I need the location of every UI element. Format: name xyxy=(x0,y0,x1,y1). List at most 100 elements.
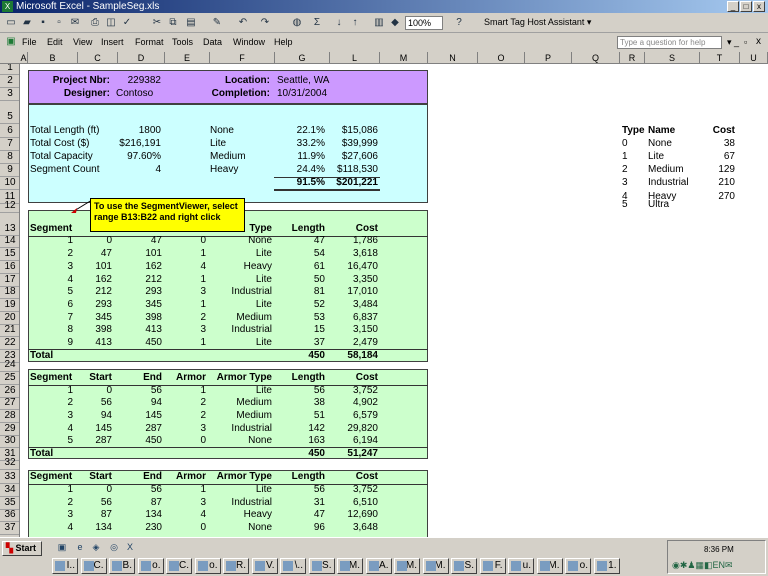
hyperlink-icon[interactable]: ◍ xyxy=(292,17,302,28)
row-header-7[interactable]: 7 xyxy=(0,138,19,151)
menu-view[interactable]: View xyxy=(73,37,93,47)
comment-box[interactable]: To use the SegmentViewer, select range B… xyxy=(90,198,245,232)
menu-window[interactable]: Window xyxy=(233,37,266,47)
taskbar-button[interactable]: A. xyxy=(365,558,392,574)
menu-format[interactable]: Format xyxy=(135,37,164,47)
taskbar-button[interactable]: M. xyxy=(422,558,449,574)
autosum-icon[interactable]: Σ xyxy=(313,17,321,28)
help-search-input[interactable]: Type a question for help xyxy=(617,36,722,49)
menu-help[interactable]: Help xyxy=(274,37,293,47)
row-header-36[interactable]: 36 xyxy=(0,509,19,522)
print-icon[interactable]: ⎙ xyxy=(91,17,99,28)
taskbar-button[interactable]: o. xyxy=(194,558,221,574)
menu-file[interactable]: File xyxy=(22,37,37,47)
menu-tools[interactable]: Tools xyxy=(172,37,194,47)
row-header-10[interactable]: 10 xyxy=(0,177,19,190)
row-header-32[interactable]: 32 xyxy=(0,457,19,470)
row-header-5[interactable]: 5 xyxy=(0,111,19,124)
row-header-13[interactable]: 13 xyxy=(0,223,19,236)
row-header-35[interactable]: 35 xyxy=(0,497,19,510)
column-header-L[interactable]: L xyxy=(330,52,380,64)
permission-icon[interactable]: ▫ xyxy=(57,17,61,28)
taskbar-button[interactable]: F. xyxy=(479,558,506,574)
column-header-N[interactable]: N xyxy=(428,52,478,64)
show-desktop-icon[interactable]: ▣ xyxy=(57,542,67,552)
outlook-icon[interactable]: ◈ xyxy=(92,542,100,552)
row-header-25[interactable]: 25 xyxy=(0,372,19,385)
row-header-28[interactable]: 28 xyxy=(0,410,19,423)
row-header-29[interactable]: 29 xyxy=(0,423,19,436)
row-header-18[interactable]: 18 xyxy=(0,286,19,299)
column-header-O[interactable]: O xyxy=(478,52,525,64)
open-icon[interactable]: ▰ xyxy=(23,17,31,28)
print-preview-icon[interactable]: ◫ xyxy=(106,17,116,28)
spelling-icon[interactable]: ✓ xyxy=(122,17,132,28)
copy-icon[interactable]: ⧉ xyxy=(169,17,177,28)
row-header-11[interactable]: 11 xyxy=(0,191,19,204)
save-icon[interactable]: ▪ xyxy=(41,17,45,28)
column-header-B[interactable]: B xyxy=(28,52,78,64)
taskbar-button[interactable]: S. xyxy=(451,558,477,574)
column-header-Q[interactable]: Q xyxy=(572,52,620,64)
column-header-A[interactable]: A xyxy=(20,52,28,64)
doc-minimize-button[interactable]: ▾ _ xyxy=(727,37,740,47)
taskbar-button[interactable]: M. xyxy=(536,558,563,574)
row-header-14[interactable]: 14 xyxy=(0,235,19,248)
undo-icon[interactable]: ↶ xyxy=(238,17,248,28)
row-header-3[interactable]: 3 xyxy=(0,88,19,101)
taskbar-button[interactable]: o. xyxy=(137,558,164,574)
row-header-17[interactable]: 17 xyxy=(0,274,19,287)
new-icon[interactable]: ▭ xyxy=(6,17,16,28)
taskbar-button[interactable]: M. xyxy=(394,558,420,574)
media-icon[interactable]: ◎ xyxy=(110,542,118,552)
chart-wizard-icon[interactable]: ▥ xyxy=(374,17,384,28)
taskbar-button[interactable]: 1. xyxy=(593,558,620,574)
row-header-9[interactable]: 9 xyxy=(0,164,19,177)
row-header-21[interactable]: 21 xyxy=(0,324,19,337)
row-header-30[interactable]: 30 xyxy=(0,435,19,448)
internet-explorer-icon[interactable]: e xyxy=(77,542,83,552)
tray-icons[interactable]: ◉✱♟▦◧EN✉ xyxy=(672,560,733,570)
zoom-dropdown[interactable]: 100% xyxy=(405,16,443,30)
column-header-S[interactable]: S xyxy=(645,52,700,64)
row-header-22[interactable]: 22 xyxy=(0,337,19,350)
maximize-button[interactable]: □ xyxy=(740,1,752,12)
worksheet[interactable]: Project Nbr: 229382 Designer: Contoso Locati… xyxy=(20,64,768,537)
row-header-16[interactable]: 16 xyxy=(0,261,19,274)
taskbar-button[interactable]: M. xyxy=(337,558,363,574)
taskbar-button[interactable]: S. xyxy=(308,558,335,574)
minimize-button[interactable]: _ xyxy=(727,1,739,12)
row-header-34[interactable]: 34 xyxy=(0,484,19,497)
menu-edit[interactable]: Edit xyxy=(47,37,63,47)
column-header-G[interactable]: G xyxy=(275,52,330,64)
excel-quicklaunch-icon[interactable]: X xyxy=(126,542,133,552)
menu-data[interactable]: Data xyxy=(203,37,223,47)
close-button[interactable]: x xyxy=(753,1,765,12)
taskbar-button[interactable]: \.. xyxy=(280,558,306,574)
column-header-T[interactable]: T xyxy=(700,52,740,64)
row-header-37[interactable]: 37 xyxy=(0,522,19,535)
menu-insert[interactable]: Insert xyxy=(101,37,124,47)
taskbar-button[interactable]: C. xyxy=(80,558,107,574)
row-header-19[interactable]: 19 xyxy=(0,299,19,312)
workbook-icon[interactable]: ▣ xyxy=(6,36,16,47)
smart-tag-host-assistant[interactable]: Smart Tag Host Assistant ▾ xyxy=(484,17,592,27)
row-header-24[interactable]: 24 xyxy=(0,359,19,372)
taskbar-button[interactable]: I.. xyxy=(52,558,78,574)
row-header-1[interactable]: 1 xyxy=(0,64,19,75)
column-header-E[interactable]: E xyxy=(165,52,210,64)
drawing-icon[interactable]: ◆ xyxy=(391,17,399,28)
sort-descending-icon[interactable]: ↑ xyxy=(352,17,358,28)
column-header-R[interactable]: R xyxy=(620,52,645,64)
taskbar-button[interactable]: R. xyxy=(223,558,249,574)
taskbar-button[interactable]: B. xyxy=(109,558,135,574)
row-header-2[interactable]: 2 xyxy=(0,75,19,88)
format-painter-icon[interactable]: ✎ xyxy=(212,17,222,28)
column-header-C[interactable]: C xyxy=(78,52,118,64)
column-header-M[interactable]: M xyxy=(380,52,428,64)
row-header-12[interactable]: 12 xyxy=(0,200,19,213)
redo-icon[interactable]: ↷ xyxy=(260,17,270,28)
column-header-U[interactable]: U xyxy=(740,52,768,64)
sort-ascending-icon[interactable]: ↓ xyxy=(336,17,342,28)
taskbar-button[interactable]: C. xyxy=(166,558,192,574)
